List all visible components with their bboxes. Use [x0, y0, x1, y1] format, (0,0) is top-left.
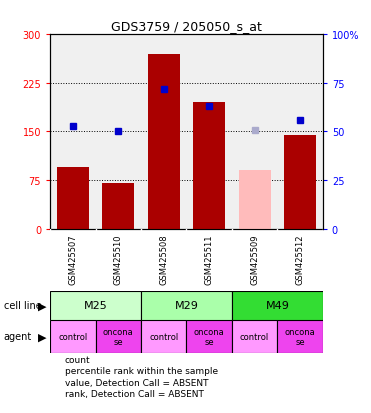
Text: M29: M29 [174, 301, 198, 311]
Bar [284, 135, 316, 229]
Text: oncona
se: oncona se [103, 327, 134, 346]
Text: GSM425511: GSM425511 [205, 234, 214, 285]
Bar [50, 320, 96, 353]
Text: control: control [240, 332, 269, 341]
Text: GSM425508: GSM425508 [159, 234, 168, 285]
Text: percentile rank within the sample: percentile rank within the sample [65, 366, 218, 375]
Text: ▶: ▶ [39, 301, 47, 311]
Bar [278, 320, 323, 353]
Text: oncona
se: oncona se [194, 327, 224, 346]
Text: GSM425510: GSM425510 [114, 234, 123, 285]
Text: GSM425512: GSM425512 [296, 234, 305, 285]
Text: value, Detection Call = ABSENT: value, Detection Call = ABSENT [65, 378, 209, 387]
Text: M49: M49 [265, 301, 289, 311]
Bar [141, 320, 187, 353]
Text: rank, Detection Call = ABSENT: rank, Detection Call = ABSENT [65, 389, 204, 399]
Text: ▶: ▶ [39, 332, 47, 342]
Bar [96, 320, 141, 353]
Text: GSM425509: GSM425509 [250, 234, 259, 285]
Bar [232, 320, 278, 353]
Bar [148, 55, 180, 229]
Bar [57, 168, 89, 229]
Text: control: control [149, 332, 178, 341]
Bar [232, 291, 323, 320]
Text: control: control [58, 332, 88, 341]
Bar [193, 103, 225, 229]
Text: M25: M25 [83, 301, 108, 311]
Text: oncona
se: oncona se [285, 327, 315, 346]
Bar [239, 171, 270, 229]
Text: count: count [65, 355, 91, 364]
Text: agent: agent [4, 332, 32, 342]
Bar [141, 291, 232, 320]
Bar [102, 184, 134, 229]
Title: GDS3759 / 205050_s_at: GDS3759 / 205050_s_at [111, 19, 262, 33]
Text: GSM425507: GSM425507 [68, 234, 77, 285]
Bar [50, 291, 141, 320]
Bar [187, 320, 232, 353]
Text: cell line: cell line [4, 301, 42, 311]
